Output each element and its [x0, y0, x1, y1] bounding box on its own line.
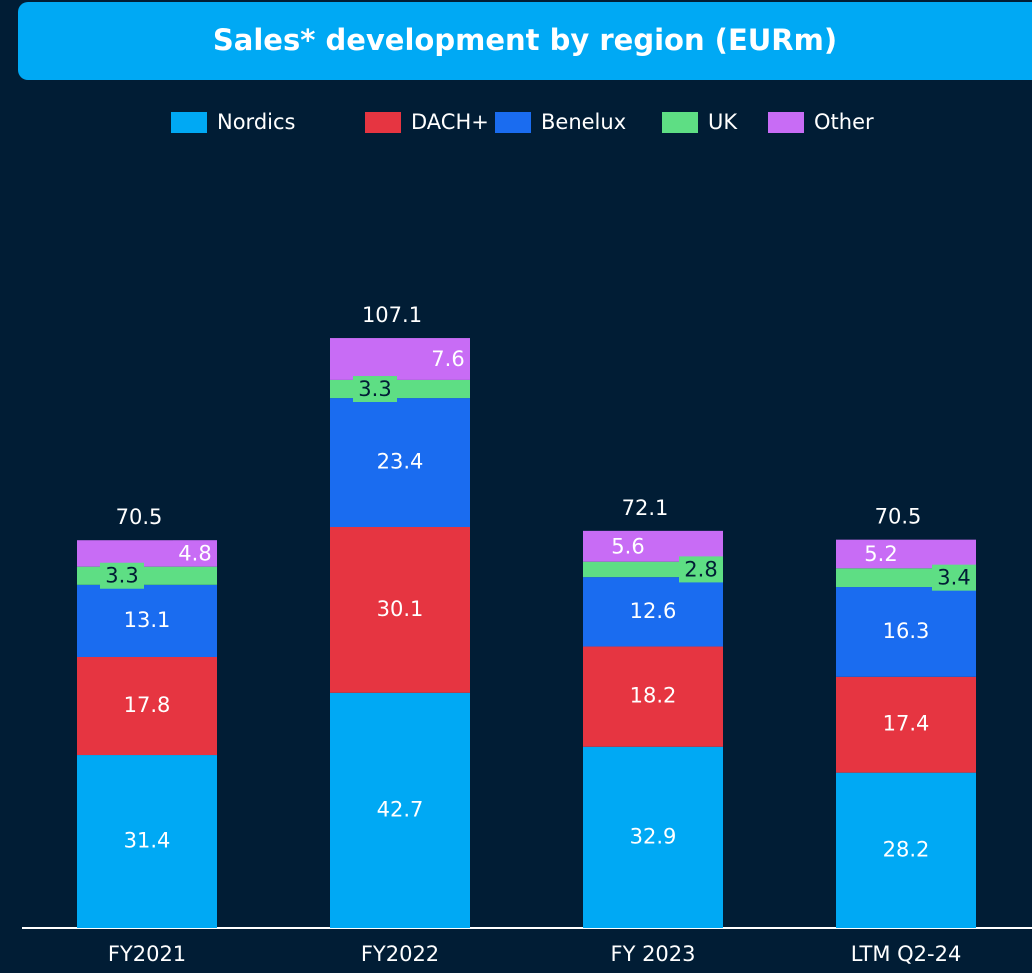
legend-swatch [768, 112, 804, 133]
legend-swatch [171, 112, 207, 133]
total-label: 70.5 [875, 505, 922, 529]
legend-label: Benelux [541, 110, 626, 134]
data-label: 4.8 [178, 541, 211, 565]
data-label: 28.2 [883, 837, 930, 861]
legend-label: DACH+ [411, 110, 489, 134]
bar-segment [77, 656, 217, 756]
bar-segment [583, 646, 723, 747]
bar-segment [330, 379, 470, 399]
label-box [679, 556, 723, 583]
data-label: 5.6 [611, 534, 644, 558]
bar-segment [330, 692, 470, 928]
chart-title: Sales* development by region (EURm) [213, 23, 837, 57]
total-label: 70.5 [116, 505, 163, 529]
data-label: 42.7 [377, 797, 424, 821]
bar-segment [330, 398, 470, 527]
label-box [932, 564, 976, 591]
bar-segment [583, 577, 723, 647]
bar-segment [836, 539, 976, 569]
data-label: 2.8 [684, 557, 717, 581]
data-label: 3.3 [105, 564, 138, 588]
legend-swatch [662, 112, 698, 133]
data-label: 13.1 [124, 608, 171, 632]
title-bar [18, 2, 1032, 80]
data-label: 23.4 [377, 450, 424, 474]
bar-segment [330, 526, 470, 693]
x-tick-label: FY2022 [361, 942, 439, 966]
legend-swatch [365, 112, 401, 133]
data-label: 7.6 [431, 347, 464, 371]
x-tick-label: FY 2023 [610, 942, 695, 966]
data-label: 12.6 [630, 599, 677, 623]
label-box [426, 345, 470, 372]
data-label: 3.3 [358, 377, 391, 401]
label-box [606, 533, 650, 560]
legend-label: UK [708, 110, 738, 134]
data-label: 17.8 [124, 693, 171, 717]
bar-segment [77, 755, 217, 928]
data-label: 3.4 [937, 566, 970, 590]
legend-label: Other [814, 110, 874, 134]
bar-segment [583, 746, 723, 928]
bar-segment [836, 587, 976, 677]
data-label: 31.4 [124, 829, 171, 853]
legend-swatch [495, 112, 531, 133]
total-label: 72.1 [622, 496, 669, 520]
data-label: 32.9 [630, 824, 677, 848]
data-label: 16.3 [883, 619, 930, 643]
data-label: 18.2 [630, 684, 677, 708]
bar-segment [836, 772, 976, 928]
bar-segment [836, 676, 976, 773]
bar-segment [77, 584, 217, 657]
label-box [173, 540, 217, 567]
data-label: 17.4 [883, 712, 930, 736]
label-box [859, 540, 903, 567]
label-box [100, 562, 144, 589]
data-label: 5.2 [864, 542, 897, 566]
x-tick-label: LTM Q2-24 [851, 942, 962, 966]
data-label: 30.1 [377, 597, 424, 621]
label-box [353, 376, 397, 403]
legend-label: Nordics [217, 110, 295, 134]
x-tick-label: FY2021 [108, 942, 186, 966]
total-label: 107.1 [362, 303, 422, 327]
bar-segment [77, 566, 217, 585]
